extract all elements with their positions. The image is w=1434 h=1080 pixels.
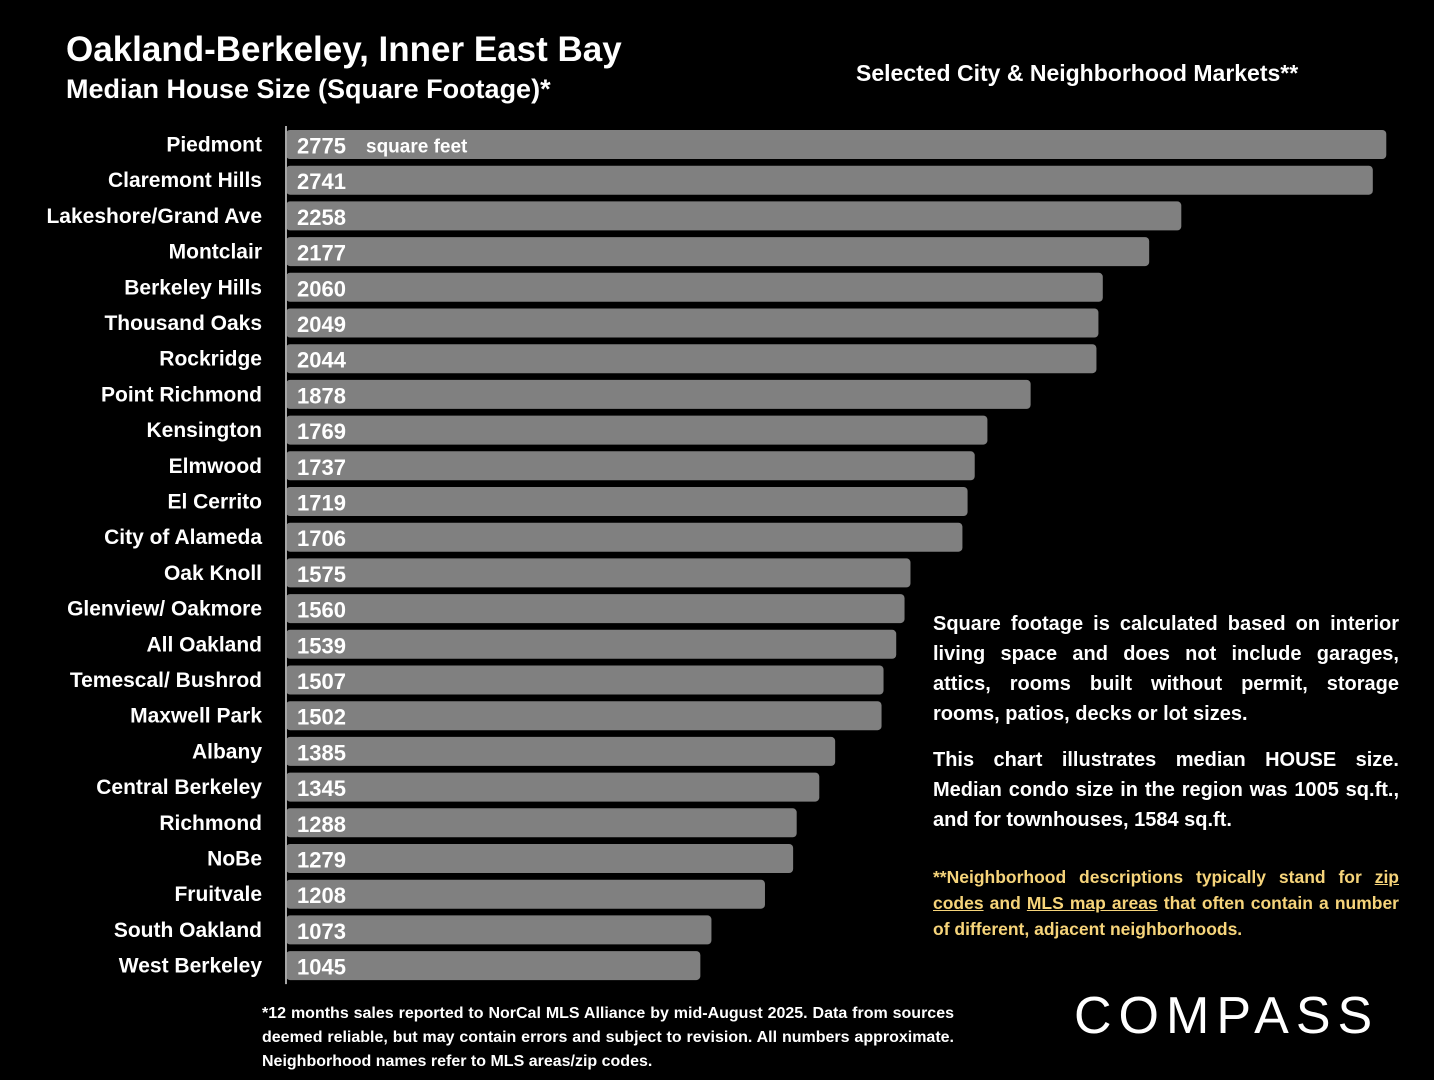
mls-map-areas-link[interactable]: MLS map areas — [1026, 893, 1158, 913]
data-label-10: 1719 — [297, 491, 346, 516]
category-label-3: Montclair — [169, 241, 262, 264]
section-title: Selected City & Neighborhood Markets** — [856, 60, 1299, 86]
bar-chart: Piedmont 2775 square feet Claremont Hills 27… — [46, 126, 1387, 985]
category-label-11: City of Alameda — [104, 526, 262, 549]
category-label-20: NoBe — [207, 848, 262, 871]
bar-0 — [286, 130, 1387, 159]
data-label-16: 1502 — [297, 705, 346, 730]
data-label-11: 1706 — [297, 526, 346, 551]
bar-2 — [286, 201, 1182, 231]
category-label-12: Oak Knoll — [164, 562, 262, 585]
data-label-21: 1208 — [297, 883, 346, 908]
category-label-10: El Cerrito — [167, 491, 262, 514]
category-label-5: Thousand Oaks — [104, 312, 262, 335]
data-label-19: 1288 — [297, 812, 346, 837]
data-label-4: 2060 — [297, 276, 346, 301]
bar-15 — [286, 665, 884, 695]
data-label-23: 1045 — [297, 955, 346, 980]
data-label-6: 2044 — [297, 348, 347, 373]
data-label-22: 1073 — [297, 919, 346, 944]
bar-7 — [286, 379, 1031, 409]
bar-8 — [286, 415, 988, 445]
data-label-12: 1575 — [297, 562, 346, 587]
bar-12 — [286, 558, 911, 588]
compass-logo: COMPASS — [1074, 987, 1380, 1045]
category-label-1: Claremont Hills — [108, 169, 262, 192]
category-label-7: Point Richmond — [101, 383, 262, 406]
bar-13 — [286, 594, 905, 624]
note-house-size: This chart illustrates median HOUSE size… — [933, 749, 1399, 831]
category-label-0: Piedmont — [166, 134, 262, 157]
category-label-14: All Oakland — [146, 633, 262, 656]
note-neighborhoods: **Neighborhood descriptions typically st… — [933, 864, 1399, 942]
category-label-18: Central Berkeley — [96, 776, 262, 799]
data-label-3: 2177 — [297, 241, 346, 266]
bar-11 — [286, 522, 963, 552]
bar-20 — [286, 844, 794, 873]
chart-title: Oakland-Berkeley, Inner East Bay — [66, 30, 622, 69]
chart-subtitle: Median House Size (Square Footage)* — [66, 74, 551, 104]
bar-4 — [286, 272, 1103, 302]
category-label-13: Glenview/ Oakmore — [67, 598, 262, 621]
category-label-16: Maxwell Park — [130, 705, 262, 728]
data-label-18: 1345 — [297, 776, 346, 801]
data-label-1: 2741 — [297, 169, 346, 194]
data-label-8: 1769 — [297, 419, 346, 444]
data-label-9: 1737 — [297, 455, 346, 480]
bar-21 — [286, 879, 765, 909]
bar-19 — [286, 808, 797, 838]
note-neighborhoods-text-a: **Neighborhood descriptions typically st… — [933, 867, 1362, 887]
bar-16 — [286, 701, 882, 731]
category-label-4: Berkeley Hills — [124, 276, 262, 299]
bar-3 — [286, 237, 1150, 267]
bar-18 — [286, 772, 820, 802]
bar-22 — [286, 915, 712, 945]
zip-codes-link[interactable]: zip codes — [933, 867, 1399, 913]
footnote: *12 months sales reported to NorCal MLS … — [262, 1005, 954, 1070]
data-label-2: 2258 — [297, 205, 346, 230]
category-label-6: Rockridge — [159, 348, 262, 371]
bar-9 — [286, 451, 975, 481]
data-label-0: 2775 — [297, 134, 346, 159]
bar-6 — [286, 344, 1097, 374]
data-label-13: 1560 — [297, 598, 346, 623]
category-label-22: South Oakland — [114, 919, 262, 942]
note-neighborhoods-text-c: that often contain a number of different… — [933, 893, 1399, 939]
category-label-8: Kensington — [147, 419, 263, 442]
bar-10 — [286, 487, 968, 516]
note-neighborhoods-text-b: and — [989, 893, 1021, 913]
data-label-17: 1385 — [297, 740, 346, 765]
data-label-15: 1507 — [297, 669, 346, 694]
category-label-9: Elmwood — [169, 455, 262, 478]
category-label-23: West Berkeley — [119, 955, 263, 978]
category-label-17: Albany — [192, 740, 262, 763]
note-square-footage: Square footage is calculated based on in… — [933, 613, 1399, 725]
data-label-14: 1539 — [297, 633, 346, 658]
data-label-20: 1279 — [297, 848, 346, 873]
bar-1 — [286, 165, 1373, 195]
data-label-5: 2049 — [297, 312, 346, 337]
category-label-2: Lakeshore/Grand Ave — [46, 205, 262, 228]
data-label-7: 1878 — [297, 383, 346, 408]
unit-label: square feet — [366, 137, 468, 158]
bar-17 — [286, 736, 836, 766]
bar-23 — [286, 951, 701, 981]
bar-14 — [286, 629, 897, 659]
bar-5 — [286, 308, 1099, 338]
category-label-21: Fruitvale — [174, 883, 262, 906]
category-label-15: Temescal/ Bushrod — [70, 669, 262, 692]
category-label-19: Richmond — [159, 812, 262, 835]
